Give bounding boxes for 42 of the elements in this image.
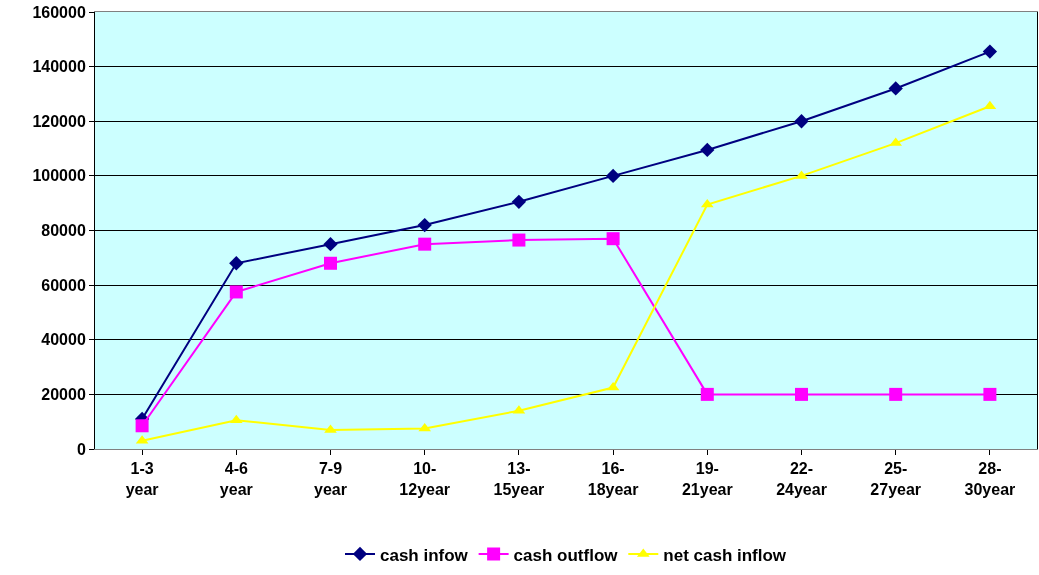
point bbox=[229, 414, 243, 424]
point bbox=[323, 237, 338, 252]
x-tick-label: 25- 27year bbox=[870, 460, 922, 498]
y-tick-label: 40000 bbox=[41, 331, 86, 349]
point bbox=[417, 217, 432, 233]
x-tick-label: 4-6 year bbox=[219, 460, 253, 498]
y-tick-label: 60000 bbox=[41, 276, 86, 294]
x-tick-label: 1-3 year bbox=[125, 460, 159, 498]
x-tick-label: 19- 21year bbox=[681, 460, 733, 498]
y-tick-label: 80000 bbox=[41, 222, 86, 240]
y-tick-label: 160000 bbox=[32, 3, 86, 21]
legend-label: net cash inflow bbox=[663, 545, 787, 565]
y-tick-label: 20000 bbox=[41, 385, 86, 403]
y-tick-label: 120000 bbox=[32, 112, 86, 130]
point bbox=[794, 114, 809, 129]
point bbox=[700, 387, 714, 401]
y-tick-label: 140000 bbox=[32, 58, 86, 76]
x-tick-label: 7-9 year bbox=[314, 460, 347, 498]
point bbox=[605, 168, 621, 184]
point bbox=[229, 285, 243, 299]
point bbox=[606, 232, 620, 246]
legend-label: cash infow bbox=[380, 545, 469, 565]
x-tick-label: 28- 30year bbox=[964, 460, 1016, 498]
point bbox=[983, 387, 997, 401]
point bbox=[512, 233, 526, 247]
y-tick-label: 0 bbox=[76, 440, 86, 458]
point bbox=[229, 256, 244, 271]
point bbox=[982, 44, 998, 59]
point bbox=[700, 142, 715, 158]
x-tick-label: 22- 24year bbox=[776, 460, 827, 498]
point bbox=[511, 194, 527, 209]
x-tick-label: 16- 18year bbox=[587, 460, 639, 498]
point bbox=[795, 387, 808, 401]
point bbox=[135, 419, 149, 433]
point bbox=[418, 237, 432, 251]
point bbox=[888, 81, 903, 96]
point bbox=[889, 387, 903, 401]
x-tick-label: 10- 12year bbox=[399, 460, 451, 498]
point bbox=[324, 256, 337, 270]
y-tick-label: 100000 bbox=[32, 167, 86, 185]
x-tick-label: 13- 15year bbox=[493, 460, 545, 498]
legend-label: cash outflow bbox=[513, 545, 619, 565]
